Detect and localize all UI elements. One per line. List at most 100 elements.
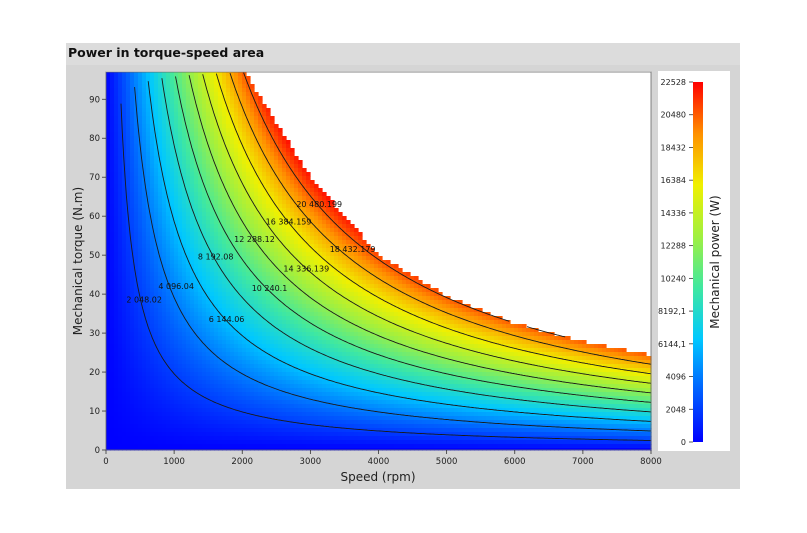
heat-cell bbox=[198, 332, 203, 337]
heat-cell bbox=[282, 308, 287, 313]
heat-cell bbox=[194, 400, 199, 405]
heat-cell bbox=[162, 104, 167, 109]
heat-cell bbox=[322, 288, 327, 293]
heat-cell bbox=[250, 440, 255, 445]
heat-cell bbox=[214, 448, 219, 451]
heat-cell bbox=[130, 280, 135, 285]
heat-cell bbox=[166, 336, 171, 341]
heat-cell bbox=[214, 400, 219, 405]
heat-cell bbox=[314, 408, 319, 413]
heat-cell bbox=[154, 320, 159, 325]
heat-cell bbox=[230, 380, 235, 385]
heat-cell bbox=[166, 108, 171, 113]
heat-cell bbox=[286, 252, 291, 257]
heat-cell bbox=[214, 388, 219, 393]
heat-cell bbox=[262, 164, 267, 169]
heat-cell bbox=[122, 124, 127, 129]
heat-cell bbox=[282, 148, 287, 153]
heat-cell bbox=[122, 428, 127, 433]
heat-cell bbox=[210, 312, 215, 317]
heat-cell bbox=[222, 76, 227, 81]
heat-cell bbox=[190, 188, 195, 193]
heat-cell bbox=[318, 372, 323, 377]
heat-cell bbox=[226, 88, 231, 93]
heat-cell bbox=[274, 360, 279, 365]
heat-cell bbox=[154, 360, 159, 365]
heat-cell bbox=[286, 440, 291, 445]
heat-cell bbox=[202, 396, 207, 401]
heat-cell bbox=[178, 268, 183, 273]
heat-cell bbox=[130, 220, 135, 225]
heat-cell bbox=[126, 236, 131, 241]
heat-cell bbox=[250, 168, 255, 173]
heat-cell bbox=[134, 328, 139, 333]
heat-cell bbox=[262, 220, 267, 225]
heat-cell bbox=[214, 300, 219, 305]
heat-cell bbox=[122, 172, 127, 177]
heat-cell bbox=[326, 388, 331, 393]
heat-cell bbox=[314, 244, 319, 249]
heat-cell bbox=[202, 92, 207, 97]
heat-cell bbox=[282, 320, 287, 325]
heat-cell bbox=[250, 292, 255, 297]
heat-cell bbox=[106, 112, 111, 117]
heat-cell bbox=[298, 228, 303, 233]
heat-cell bbox=[254, 156, 259, 161]
heat-cell bbox=[314, 296, 319, 301]
heat-cell bbox=[326, 232, 331, 237]
heat-cell bbox=[230, 92, 235, 97]
heat-cell bbox=[154, 260, 159, 265]
heat-cell bbox=[294, 332, 299, 337]
heat-cell bbox=[210, 436, 215, 441]
heat-cell bbox=[290, 236, 295, 241]
heat-cell bbox=[190, 408, 195, 413]
heat-cell bbox=[306, 172, 311, 177]
heat-cell bbox=[106, 184, 111, 189]
heat-cell bbox=[266, 360, 271, 365]
heat-cell bbox=[110, 420, 115, 425]
heat-cell bbox=[106, 372, 111, 377]
heat-cell bbox=[218, 272, 223, 277]
heat-cell bbox=[234, 404, 239, 409]
heat-cell bbox=[170, 164, 175, 169]
heat-cell bbox=[258, 340, 263, 345]
heat-cell bbox=[210, 340, 215, 345]
heat-cell bbox=[162, 404, 167, 409]
heat-cell bbox=[146, 440, 151, 445]
heat-cell bbox=[166, 184, 171, 189]
heat-cell bbox=[106, 172, 111, 177]
heat-cell bbox=[194, 316, 199, 321]
heat-cell bbox=[278, 328, 283, 333]
heat-cell bbox=[218, 344, 223, 349]
heat-cell bbox=[310, 188, 315, 193]
heat-cell bbox=[214, 404, 219, 409]
heat-cell bbox=[322, 344, 327, 349]
heat-cell bbox=[202, 216, 207, 221]
heat-cell bbox=[290, 328, 295, 333]
heat-cell bbox=[122, 420, 127, 425]
heat-cell bbox=[122, 412, 127, 417]
heat-cell bbox=[114, 340, 119, 345]
heat-cell bbox=[270, 288, 275, 293]
heat-cell bbox=[194, 428, 199, 433]
heat-cell bbox=[142, 172, 147, 177]
heat-cell bbox=[106, 152, 111, 157]
heat-cell bbox=[118, 436, 123, 441]
heat-cell bbox=[294, 296, 299, 301]
heat-cell bbox=[110, 408, 115, 413]
heat-cell bbox=[206, 292, 211, 297]
heat-cell bbox=[142, 360, 147, 365]
heat-cell bbox=[114, 332, 119, 337]
heat-cell bbox=[142, 128, 147, 133]
heat-cell bbox=[310, 216, 315, 221]
heat-cell bbox=[138, 272, 143, 277]
heat-cell bbox=[258, 268, 263, 273]
heat-cell bbox=[122, 148, 127, 153]
heat-cell bbox=[274, 196, 279, 201]
heat-cell bbox=[202, 144, 207, 149]
heat-cell bbox=[270, 240, 275, 245]
heat-cell bbox=[126, 108, 131, 113]
heat-cell bbox=[130, 432, 135, 437]
heat-cell bbox=[134, 444, 139, 449]
heat-cell bbox=[118, 352, 123, 357]
